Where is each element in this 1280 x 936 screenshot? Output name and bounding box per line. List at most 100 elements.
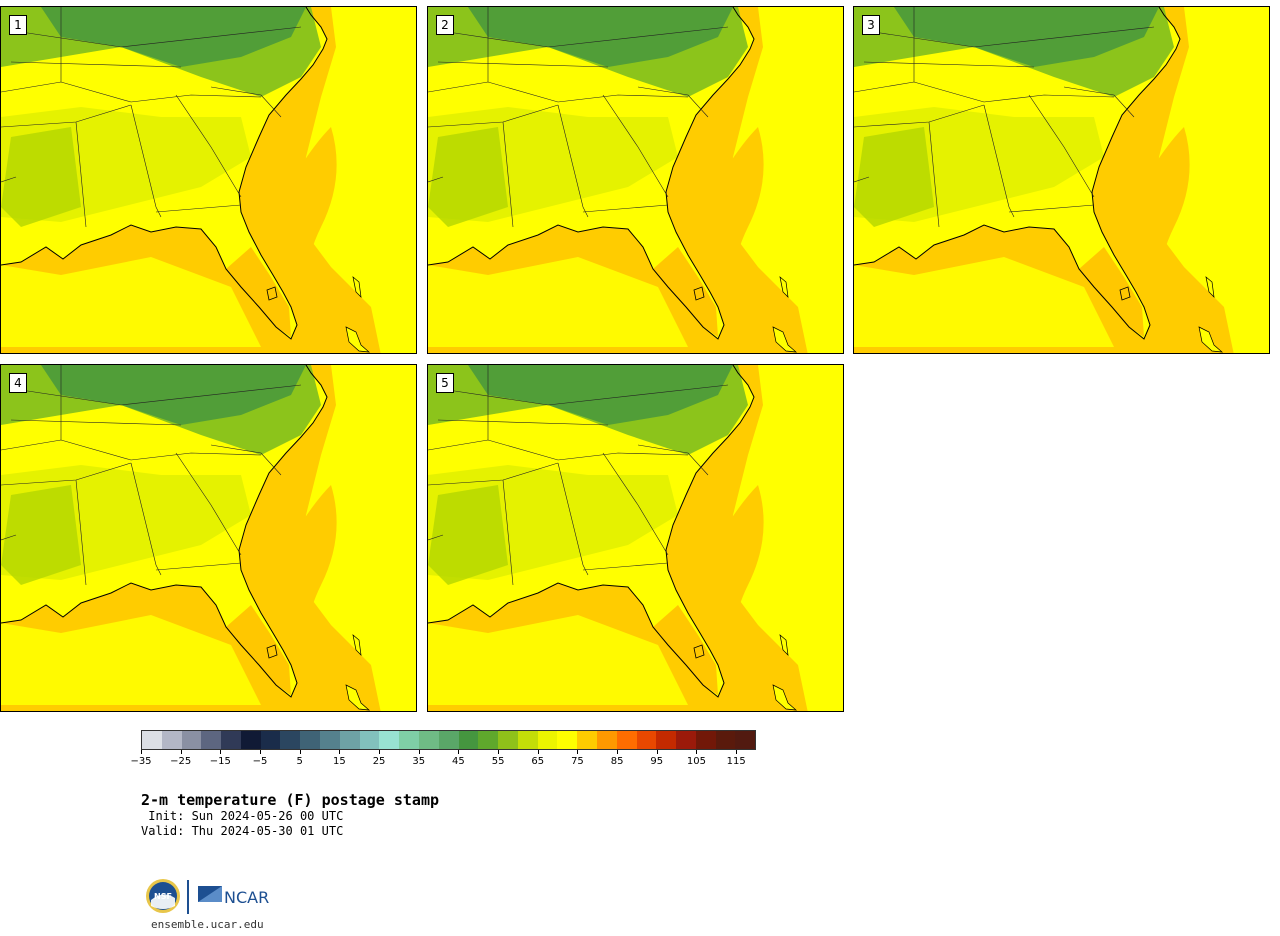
state-border bbox=[637, 444, 709, 476]
state-border bbox=[1, 439, 262, 461]
colorbar-tick-label: 35 bbox=[412, 756, 426, 767]
title-block: 2-m temperature (F) postage stamp Init: … bbox=[141, 791, 439, 839]
gulf-stream-area bbox=[261, 127, 337, 327]
state-border bbox=[175, 94, 242, 198]
state-border bbox=[1, 104, 132, 128]
coastline bbox=[428, 365, 755, 698]
lake-okeechobee bbox=[266, 286, 278, 301]
colorbar-tick-label: 115 bbox=[726, 756, 746, 767]
colorbar-swatch bbox=[339, 731, 360, 749]
cold-band bbox=[468, 365, 733, 425]
offshore-warm-band bbox=[1154, 7, 1269, 353]
florida-hot-area bbox=[226, 605, 291, 695]
cool-patch bbox=[428, 485, 508, 585]
cold-band bbox=[894, 7, 1159, 67]
valid-time: Valid: Thu 2024-05-30 01 UTC bbox=[141, 824, 344, 838]
coastline bbox=[428, 7, 755, 340]
lake-okeechobee bbox=[266, 644, 278, 659]
colorbar-tick bbox=[339, 750, 341, 754]
state-border bbox=[1, 176, 17, 183]
state-border bbox=[928, 121, 940, 228]
cold-band bbox=[41, 365, 306, 425]
colorbar-tick bbox=[736, 750, 738, 754]
state-border bbox=[447, 26, 729, 48]
state-border bbox=[557, 462, 589, 576]
colorbar-swatch bbox=[438, 731, 459, 749]
state-border bbox=[10, 61, 182, 68]
colorbar-swatch bbox=[735, 731, 756, 749]
colorbar-tick-label: −35 bbox=[130, 756, 152, 767]
state-border bbox=[175, 452, 242, 556]
ncar-logo-text: NCAR bbox=[224, 888, 269, 907]
state-border bbox=[437, 61, 609, 68]
panel-label: 3 bbox=[862, 15, 880, 35]
state-border bbox=[20, 26, 302, 48]
state-border bbox=[428, 81, 689, 103]
gulf-stream-area bbox=[688, 127, 764, 327]
colorbar-tick-label: −5 bbox=[252, 756, 268, 767]
colorbar-tick bbox=[577, 750, 579, 754]
colorbar-swatch bbox=[715, 731, 736, 749]
colorbar-tick-label: 25 bbox=[372, 756, 386, 767]
state-border bbox=[428, 176, 444, 183]
lake-okeechobee bbox=[1119, 286, 1131, 301]
colorbar-tick bbox=[617, 750, 619, 754]
state-border bbox=[1028, 94, 1095, 198]
colorbar-swatch bbox=[656, 731, 677, 749]
colorbar-swatch bbox=[596, 731, 617, 749]
colorbar-swatch bbox=[616, 731, 637, 749]
figure-title: 2-m temperature (F) postage stamp bbox=[141, 791, 440, 809]
cool-patch bbox=[428, 127, 508, 227]
offshore-warm-band bbox=[728, 7, 843, 353]
colorbar-tick bbox=[696, 750, 698, 754]
colorbar bbox=[141, 730, 756, 750]
colorbar-tick bbox=[418, 750, 420, 754]
temperature-map bbox=[1, 365, 416, 711]
state-border bbox=[20, 384, 302, 406]
temperature-map bbox=[854, 7, 1269, 353]
colorbar-swatch bbox=[577, 731, 597, 749]
temperature-map bbox=[428, 7, 843, 353]
colorbar-swatch bbox=[458, 731, 479, 749]
state-border bbox=[75, 121, 87, 228]
colorbar-tick-label: 85 bbox=[610, 756, 624, 767]
colorbar-tick bbox=[498, 750, 500, 754]
offshore-warm-band bbox=[301, 365, 416, 711]
state-border bbox=[437, 419, 609, 426]
state-border bbox=[428, 462, 559, 486]
colorbar-swatch bbox=[240, 731, 261, 749]
cold-band bbox=[468, 7, 733, 67]
florida-hot-area bbox=[226, 247, 291, 337]
state-border bbox=[210, 444, 282, 476]
state-border bbox=[863, 61, 1035, 68]
colorbar-swatch bbox=[181, 731, 202, 749]
florida-hot-area bbox=[653, 605, 718, 695]
colorbar-swatch bbox=[142, 731, 162, 749]
colorbar-tick-label: −25 bbox=[170, 756, 192, 767]
gulf-stream-area bbox=[1114, 127, 1190, 327]
colorbar-swatch bbox=[260, 731, 281, 749]
cool-patch bbox=[1, 127, 81, 227]
panel-label: 1 bbox=[9, 15, 27, 35]
state-border bbox=[854, 104, 985, 128]
colorbar-swatch bbox=[478, 731, 499, 749]
colorbar-tick bbox=[379, 750, 381, 754]
colorbar-tick bbox=[537, 750, 539, 754]
state-border bbox=[582, 204, 669, 213]
colorbar-swatch bbox=[399, 731, 419, 749]
colorbar-ticks: −35 −25 −15 −5 5 15 25 35 45 55 65 75 85 95 105 115 bbox=[130, 750, 756, 770]
map-panel-5: 5 bbox=[427, 364, 844, 712]
offshore-warm-band bbox=[301, 7, 416, 353]
colorbar-swatch bbox=[320, 731, 340, 749]
colorbar-tick bbox=[656, 750, 658, 754]
state-border bbox=[557, 104, 589, 218]
gulf-warm-band bbox=[854, 257, 1114, 347]
colorbar-swatch bbox=[498, 731, 518, 749]
coastline bbox=[1, 7, 328, 340]
bahamas-islands bbox=[779, 634, 789, 656]
colorbar-tick-label: 5 bbox=[296, 756, 303, 767]
map-panel-4: 4 bbox=[0, 364, 417, 712]
bahamas-islands bbox=[345, 326, 371, 353]
state-border bbox=[10, 419, 182, 426]
colorbar-swatch bbox=[161, 731, 182, 749]
